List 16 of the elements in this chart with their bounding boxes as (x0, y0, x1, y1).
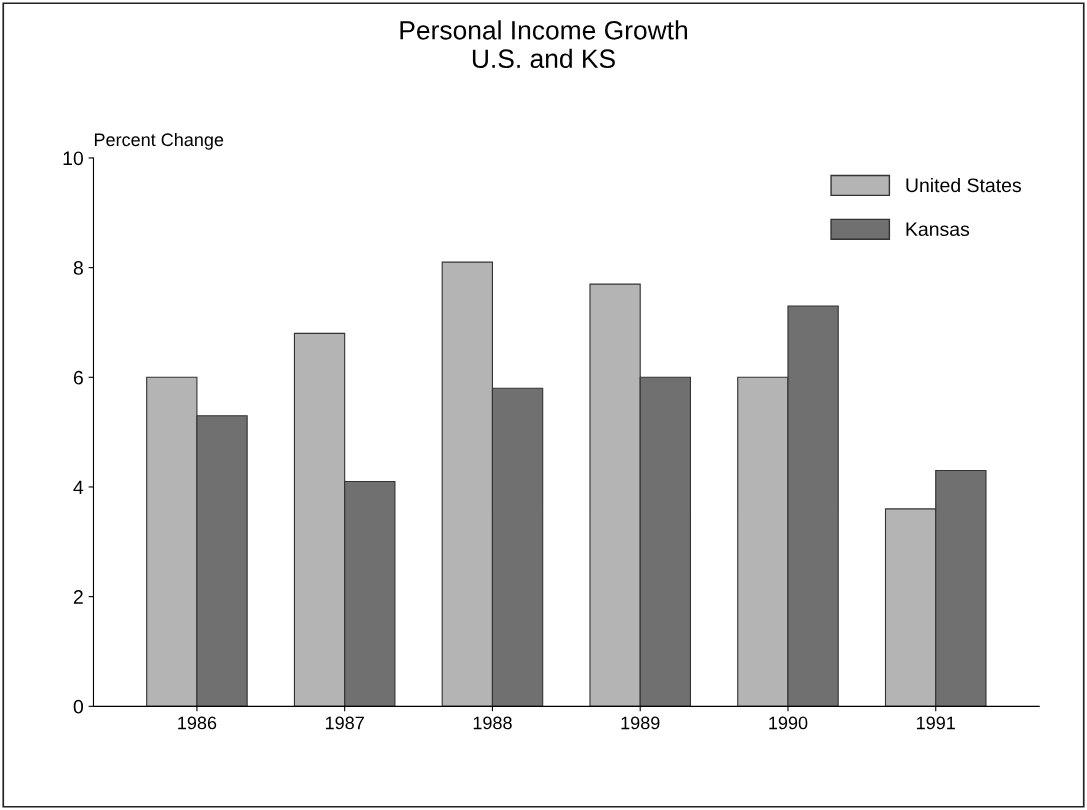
y-tick-label: 4 (73, 480, 84, 495)
x-tick-label: 1990 (769, 716, 808, 730)
x-tick-label: 1986 (178, 716, 217, 730)
y-axis-title: Percent Change (94, 132, 224, 150)
x-tick-label: 1989 (621, 716, 660, 730)
chart-title: Personal Income Growth U.S. and KS (400, 20, 687, 69)
legend-label: Kansas (906, 222, 970, 237)
x-tick-label: 1991 (917, 716, 955, 730)
y-tick-label: 0 (73, 699, 83, 714)
x-tick-label: 1987 (325, 716, 364, 730)
y-tick-label: 10 (63, 151, 83, 166)
y-tick-label: 8 (73, 261, 83, 275)
x-tick-label: 1988 (473, 716, 512, 730)
legend-label: United States (906, 177, 1021, 193)
y-tick-label: 6 (73, 370, 83, 385)
y-tick-label: 2 (73, 590, 83, 604)
